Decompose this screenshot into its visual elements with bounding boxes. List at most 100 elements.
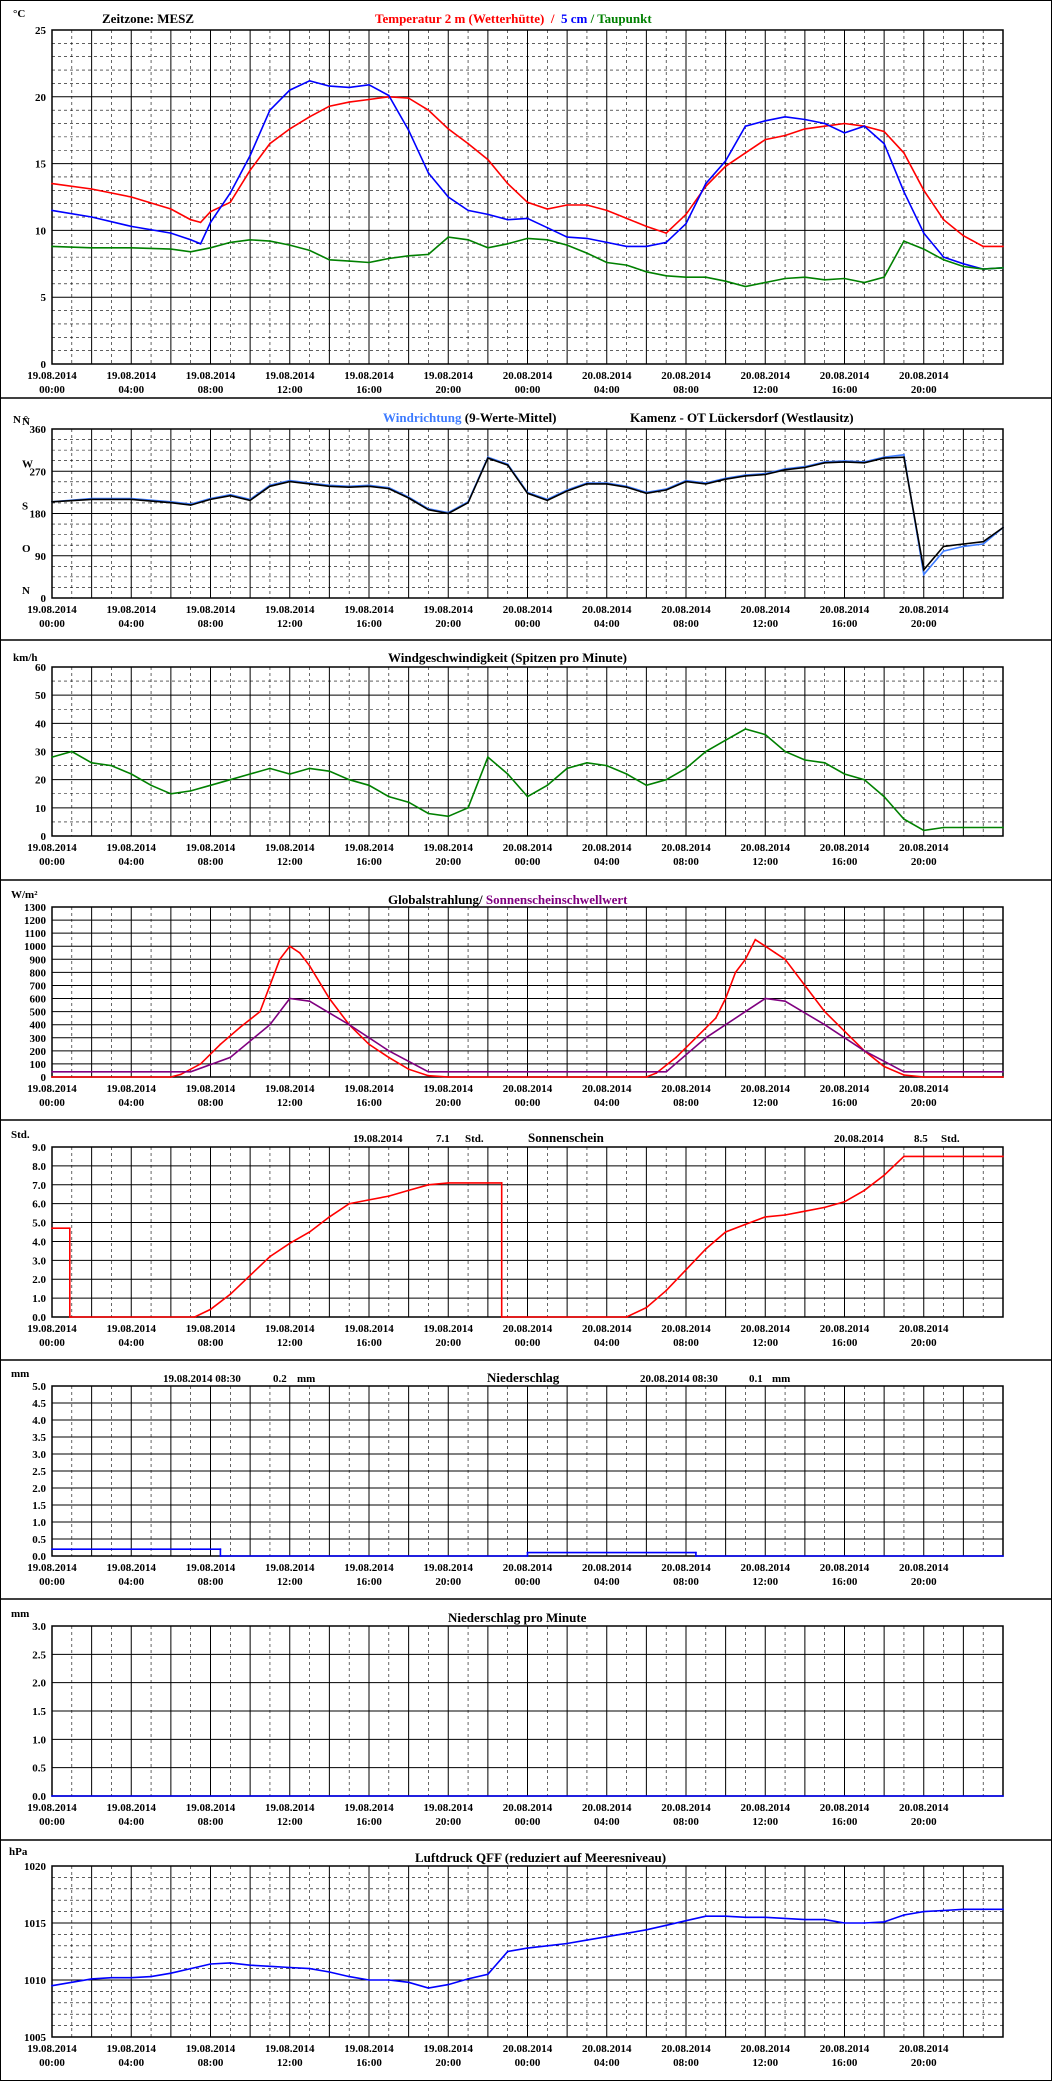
radiation-data-point-0 [278, 958, 281, 961]
pressure-data-point-0 [744, 1916, 747, 1919]
radiation-data-point-1 [427, 1070, 430, 1073]
radiation-data-point-1 [526, 1070, 529, 1073]
sunshine-data-point-0 [249, 1274, 252, 1277]
radiation-data-point-0 [269, 984, 271, 987]
pressure-xtick-date: 19.08.2014 [265, 2043, 315, 2055]
pressure-data-point-0 [685, 1919, 687, 1922]
radiation-xtick-date: 19.08.2014 [424, 1083, 474, 1095]
radiation-data-point-1 [288, 997, 291, 1000]
pressure-data-point-0 [308, 1967, 311, 1970]
precip-ytick-label: 2.5 [32, 1466, 46, 1478]
precip-xtick-time: 12:00 [752, 1576, 778, 1588]
sunshine-plot [51, 1146, 1004, 1318]
wind_dir-xtick-date: 19.08.2014 [265, 604, 315, 616]
radiation-data-point-1 [169, 1070, 172, 1073]
precip-xtick-date: 19.08.2014 [27, 1562, 77, 1574]
precip_min-xtick-date: 20.08.2014 [899, 1802, 949, 1814]
station-name: Kamenz - OT Lückersdorf (Westlausitz) [630, 410, 854, 425]
precip_min-xtick-time: 00:00 [515, 1816, 541, 1828]
temp-ytick-label: 0 [41, 359, 47, 371]
wind_dir-xtick-time: 04:00 [594, 618, 620, 630]
precip-day1-date: 19.08.2014 08:30 [163, 1373, 241, 1385]
sunshine-title: Sonnenschein [528, 1130, 605, 1145]
wind_speed-data-point-0 [110, 764, 113, 767]
wind_speed-xtick-time: 20:00 [911, 856, 937, 868]
temp-data-point-0 [51, 182, 53, 185]
radiation-ytick-label: 600 [30, 994, 47, 1006]
pressure-data-point-0 [51, 1984, 53, 1987]
wind_speed-data-point-0 [645, 784, 648, 787]
wind_speed-ytick-label: 20 [35, 775, 47, 787]
temp-data-point-2 [51, 245, 53, 248]
radiation-xtick-time: 20:00 [435, 1097, 461, 1109]
precip-xtick-date: 20.08.2014 [503, 1562, 553, 1574]
panel-radiation: W/m² Globalstrahlung/ Sonnenscheinschwel… [11, 889, 1004, 1109]
temp-data-point-2 [586, 252, 588, 255]
radiation-xticks: 19.08.2014 00:00 19.08.2014 04:00 19.08.2014… [27, 1083, 949, 1109]
pressure-data-point-0 [506, 1950, 509, 1953]
temp-ytick-label: 5 [41, 292, 47, 304]
temp-data-point-0 [90, 188, 93, 190]
sunshine-xtick-date: 20.08.2014 [503, 1323, 553, 1335]
precip-min-unit: mm [11, 1608, 29, 1620]
precip-day2-date: 20.08.2014 08:30 [640, 1373, 718, 1385]
pressure-data-point-0 [823, 1918, 826, 1921]
wind_speed-data-point-0 [526, 795, 529, 798]
wind_dir-ytick-label: 0 [41, 593, 47, 605]
sunshine-data-point-0 [407, 1189, 410, 1192]
precip-data-point-0 [526, 1551, 529, 1554]
wind_speed-xtick-time: 04:00 [118, 856, 144, 868]
temp-data-point-2 [130, 246, 133, 249]
sunshine-data-point-0 [883, 1174, 886, 1177]
temp-data-point-0 [744, 152, 747, 154]
wind_speed-data-point-0 [922, 829, 925, 832]
temp-xtick-date: 19.08.2014 [186, 370, 236, 382]
wind_speed-data-point-0 [764, 733, 767, 736]
precip-day1-unit: mm [297, 1373, 315, 1385]
temp-data-point-1 [387, 94, 390, 97]
pressure-plot [51, 1865, 1004, 2038]
pressure-ytick-label: 1005 [24, 2032, 47, 2044]
temp-series-line-2 [51, 236, 1004, 288]
sunshine-ytick-label: 0.0 [32, 1312, 46, 1324]
radiation-xtick-time: 00:00 [39, 1097, 65, 1109]
wind_dir-xtick-date: 19.08.2014 [344, 604, 394, 616]
wind_dir-data-point-0 [982, 543, 985, 545]
panel-sunshine: Std. 19.08.2014 7.1 Std. Sonnenschein 20… [11, 1129, 1004, 1349]
temp-xtick-date: 20.08.2014 [503, 370, 553, 382]
wind-dir-compass-label: N [22, 416, 30, 428]
sunshine-data-point-0 [500, 1316, 503, 1318]
temp-data-point-1 [903, 190, 905, 193]
wind_dir-data-point-1 [823, 461, 826, 464]
wind_dir-data-point-1 [526, 492, 529, 495]
temp-data-point-1 [566, 236, 569, 238]
sunshine-data-point-0 [348, 1202, 351, 1205]
pressure-xtick-date: 19.08.2014 [107, 2043, 157, 2055]
pressure-data-point-0 [189, 1967, 192, 1970]
pressure-data-point-0 [883, 1920, 886, 1923]
temp-data-point-2 [625, 264, 628, 267]
temp-xtick-date: 19.08.2014 [265, 370, 315, 382]
pressure-title: Luftdruck QFF (reduziert auf Meeresnivea… [415, 1850, 666, 1865]
radiation-data-point-0 [387, 1056, 390, 1059]
wind_dir-data-point-1 [962, 543, 965, 545]
temp-data-point-0 [665, 232, 668, 234]
pressure-data-point-0 [942, 1909, 945, 1912]
temp-data-point-2 [90, 246, 93, 249]
radiation-data-point-0 [259, 1010, 261, 1013]
temp-plot [51, 29, 1004, 365]
sunshine-data-point-0 [209, 1308, 212, 1311]
precip-xtick-date: 20.08.2014 [582, 1562, 632, 1574]
wind_speed-data-point-0 [51, 756, 53, 759]
pressure-data-point-0 [130, 1976, 133, 1979]
wind_dir-xtick-time: 00:00 [515, 618, 541, 630]
temp-data-point-2 [922, 248, 925, 251]
precip-xtick-date: 19.08.2014 [265, 1562, 315, 1574]
sunshine-ytick-label: 3.0 [32, 1255, 46, 1267]
pressure-data-point-0 [764, 1916, 767, 1919]
sunshine-data-point-0 [269, 1255, 271, 1258]
radiation-data-point-0 [298, 951, 301, 954]
pressure-data-point-0 [863, 1922, 866, 1924]
wind_dir-xtick-date: 20.08.2014 [820, 604, 870, 616]
